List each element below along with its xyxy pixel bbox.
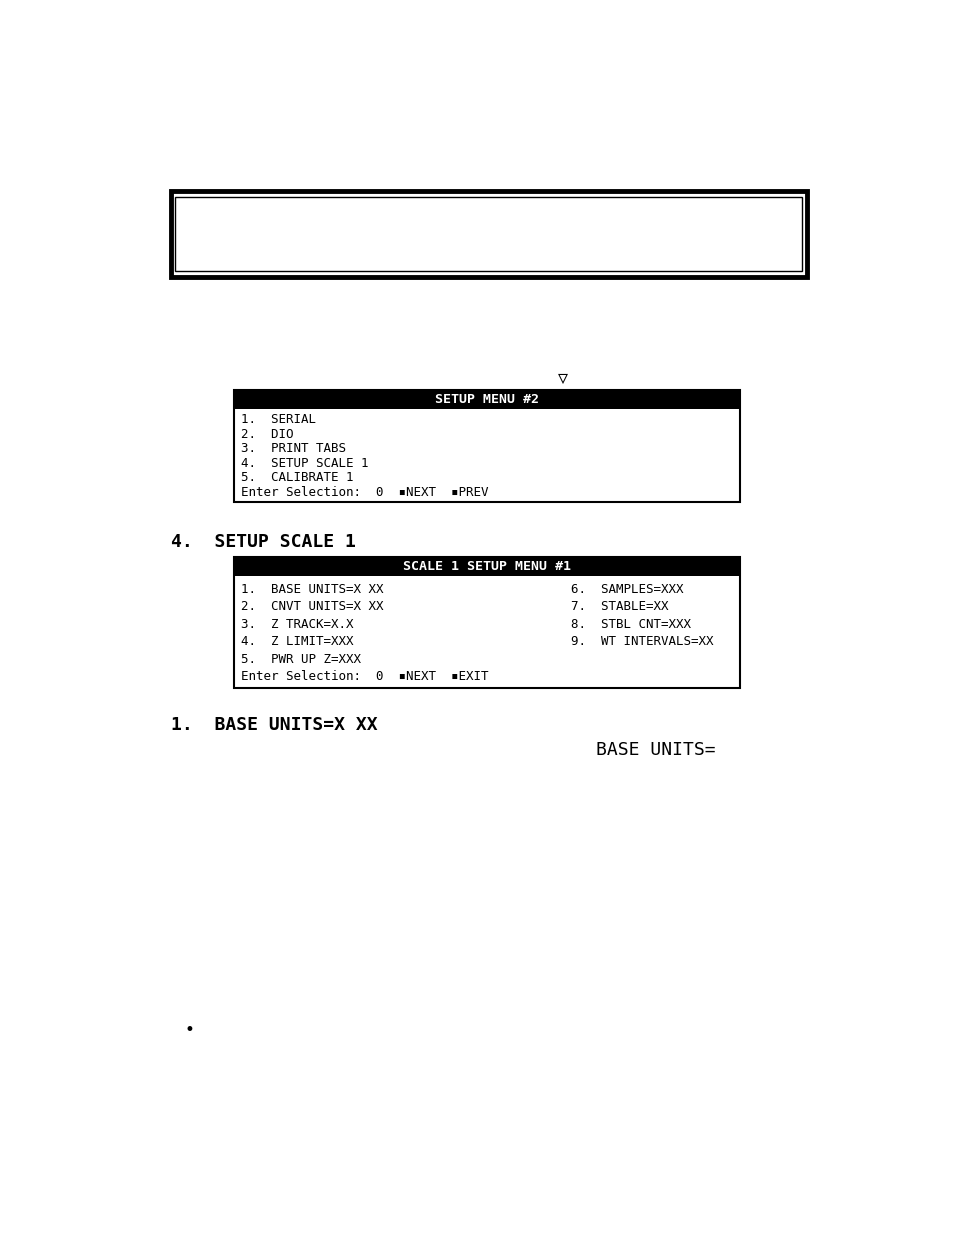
Text: 8.  STBL CNT=XXX: 8. STBL CNT=XXX bbox=[571, 618, 691, 631]
Bar bbox=[233, 390, 740, 501]
Text: 4.  SETUP SCALE 1: 4. SETUP SCALE 1 bbox=[241, 457, 369, 469]
Text: SCALE 1 SETUP MENU #1: SCALE 1 SETUP MENU #1 bbox=[403, 561, 571, 573]
Text: 4.  SETUP SCALE 1: 4. SETUP SCALE 1 bbox=[171, 532, 355, 551]
Text: 3.  Z TRACK=X.X: 3. Z TRACK=X.X bbox=[241, 618, 354, 631]
Bar bbox=[175, 196, 801, 270]
Text: 4.  Z LIMIT=XXX: 4. Z LIMIT=XXX bbox=[241, 635, 354, 648]
Text: Enter Selection:  0  ▪NEXT  ▪PREV: Enter Selection: 0 ▪NEXT ▪PREV bbox=[241, 487, 488, 499]
Bar bbox=[233, 557, 740, 576]
Bar bbox=[171, 191, 806, 277]
Text: BASE UNITS=: BASE UNITS= bbox=[596, 741, 715, 760]
Text: 5.  CALIBRATE 1: 5. CALIBRATE 1 bbox=[241, 472, 354, 484]
Text: ▽: ▽ bbox=[558, 369, 567, 388]
Bar bbox=[233, 557, 740, 688]
Text: 2.  DIO: 2. DIO bbox=[241, 427, 294, 441]
Text: 9.  WT INTERVALS=XX: 9. WT INTERVALS=XX bbox=[571, 635, 713, 648]
Text: 6.  SAMPLES=XXX: 6. SAMPLES=XXX bbox=[571, 583, 683, 595]
Text: •: • bbox=[184, 1021, 194, 1039]
Text: 1.  BASE UNITS=X XX: 1. BASE UNITS=X XX bbox=[241, 583, 383, 595]
Text: 3.  PRINT TABS: 3. PRINT TABS bbox=[241, 442, 346, 456]
Text: 5.  PWR UP Z=XXX: 5. PWR UP Z=XXX bbox=[241, 653, 361, 666]
Text: Enter Selection:  0  ▪NEXT  ▪EXIT: Enter Selection: 0 ▪NEXT ▪EXIT bbox=[241, 671, 488, 683]
Text: 2.  CNVT UNITS=X XX: 2. CNVT UNITS=X XX bbox=[241, 600, 383, 614]
Bar bbox=[233, 390, 740, 409]
Text: SETUP MENU #2: SETUP MENU #2 bbox=[435, 393, 538, 406]
Text: 7.  STABLE=XX: 7. STABLE=XX bbox=[571, 600, 668, 614]
Text: 1.  SERIAL: 1. SERIAL bbox=[241, 414, 315, 426]
Text: 1.  BASE UNITS=X XX: 1. BASE UNITS=X XX bbox=[171, 716, 377, 735]
